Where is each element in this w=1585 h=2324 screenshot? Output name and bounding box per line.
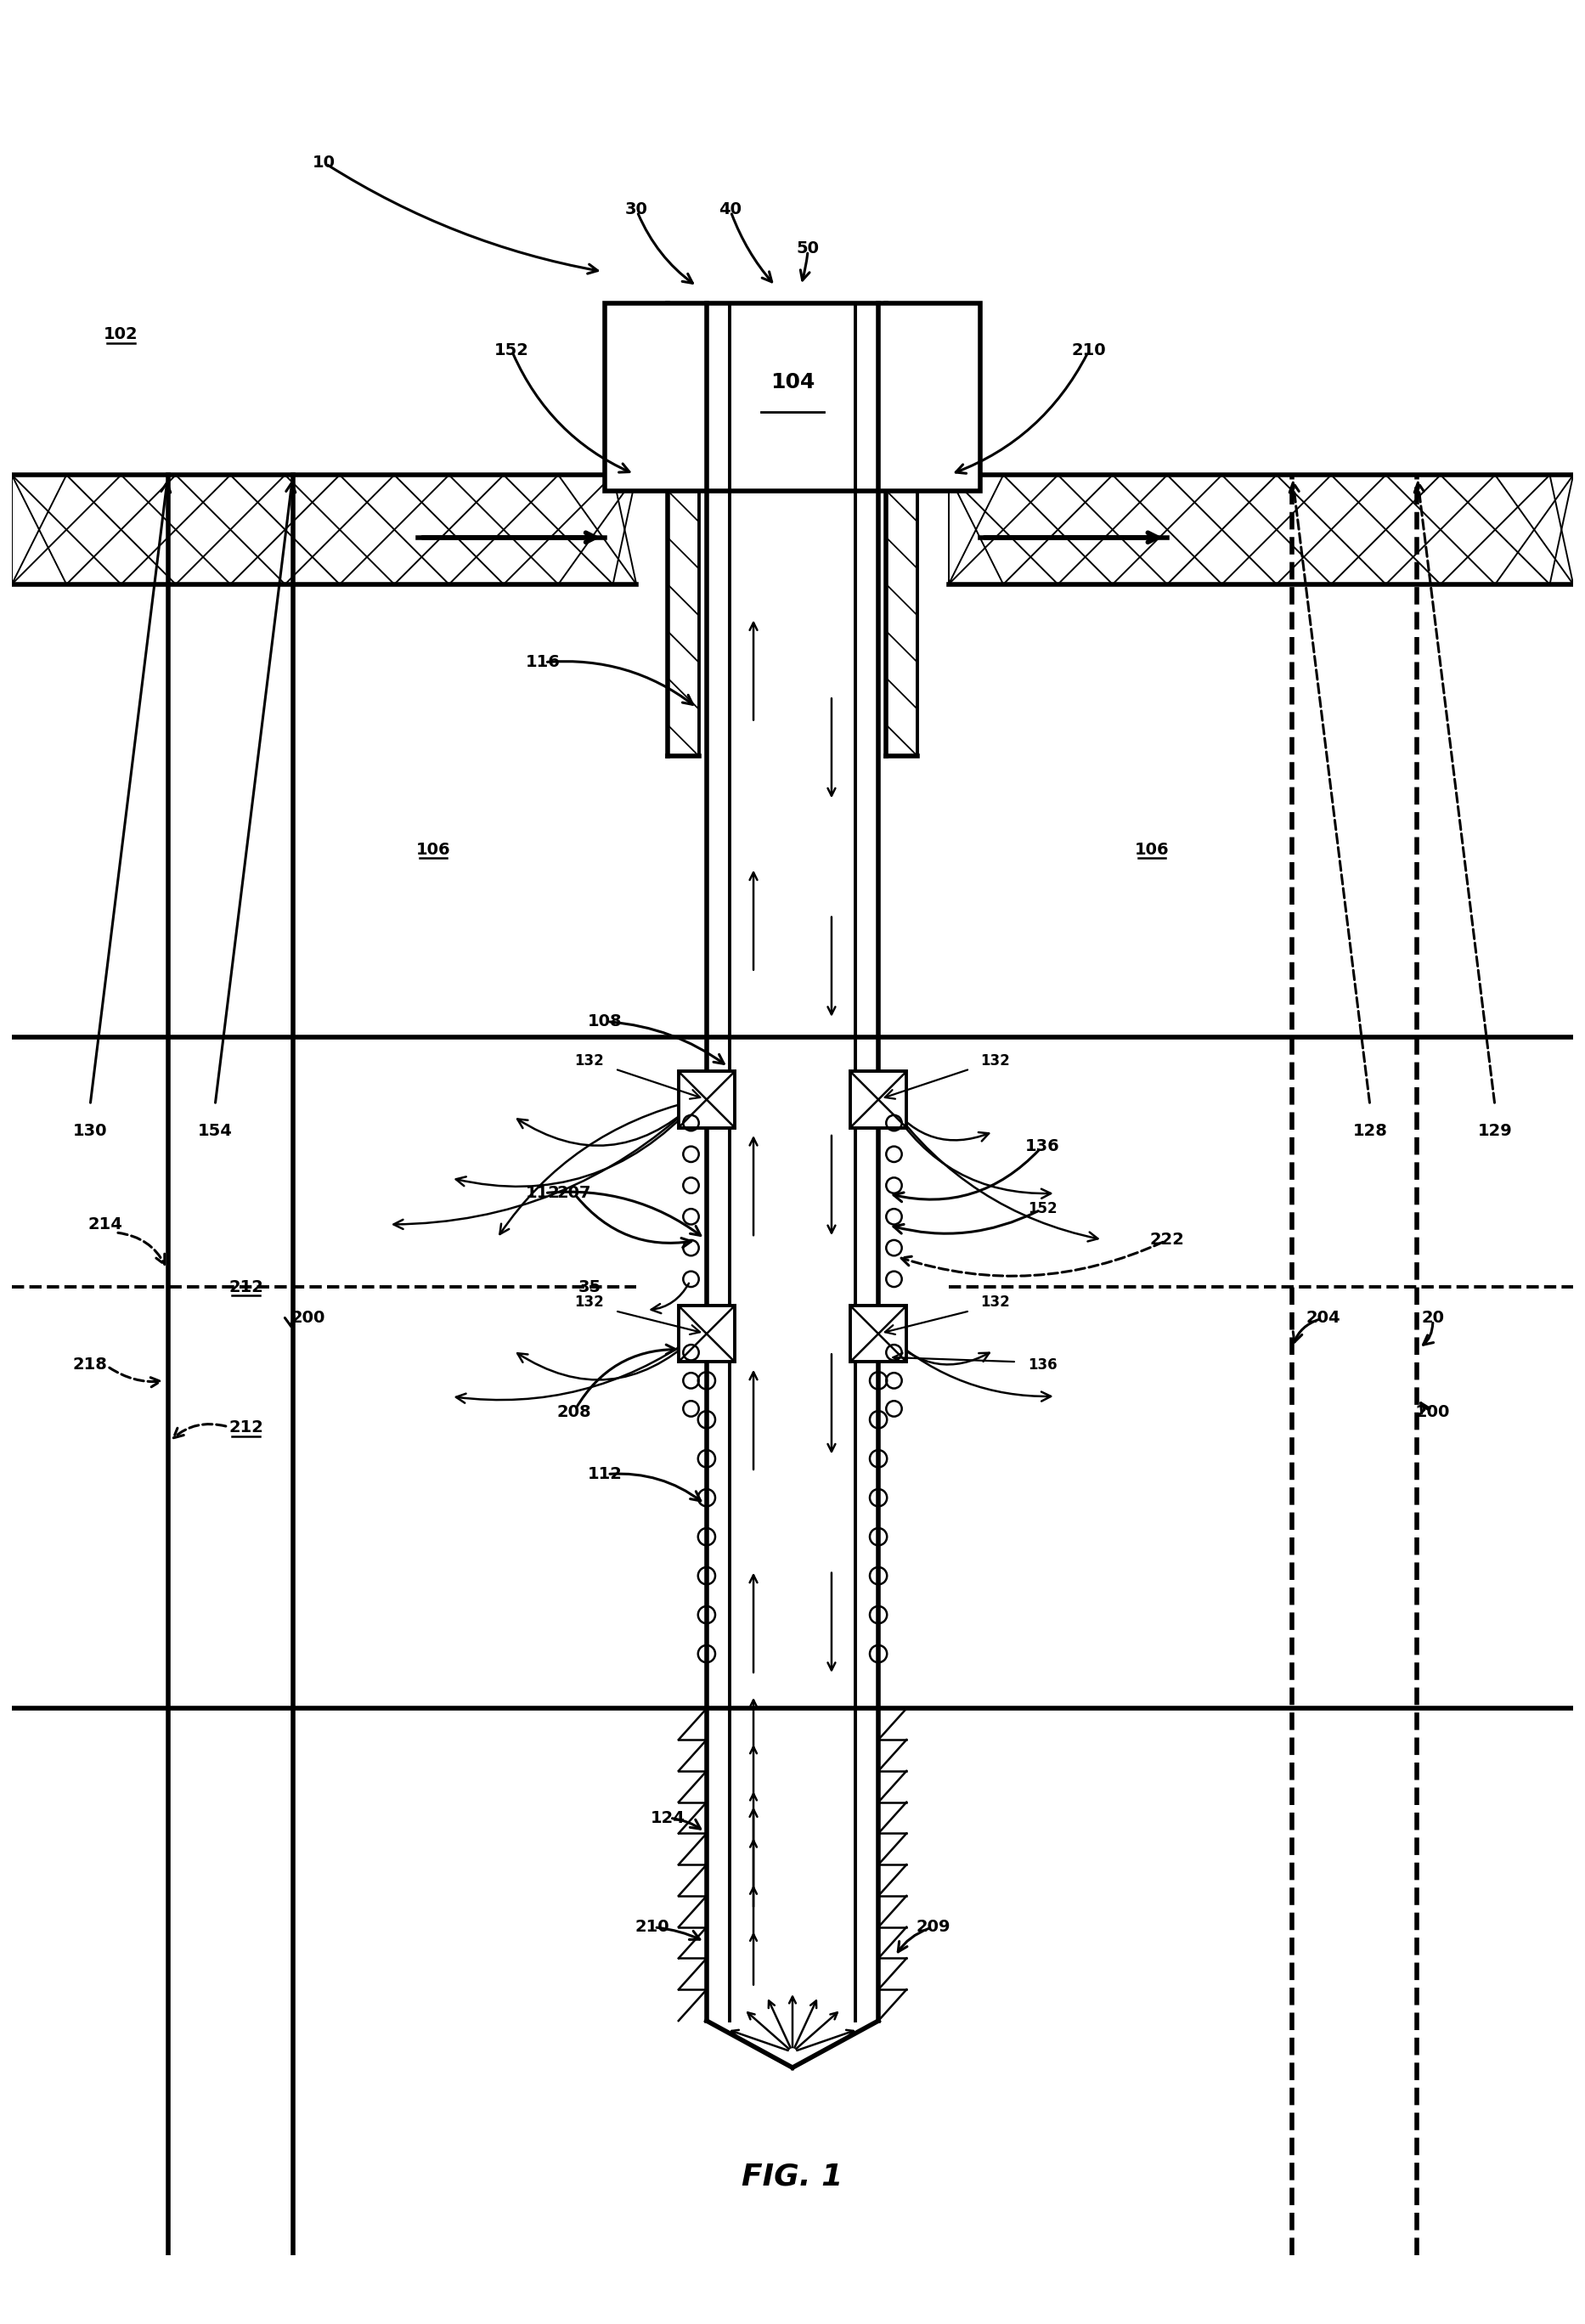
Text: 152: 152 [1027,1202,1057,1215]
Text: 102: 102 [105,325,138,342]
Text: 214: 214 [89,1215,124,1232]
Text: 200: 200 [292,1311,325,1327]
Bar [850,1306,907,1362]
Text: 108: 108 [588,1013,623,1030]
Text: 136: 136 [1025,1139,1060,1155]
Text: 212: 212 [228,1420,263,1436]
Text: 30: 30 [624,202,648,218]
Text: 50: 50 [797,239,819,256]
Bar [886,302,918,755]
Text: 106: 106 [1135,841,1168,858]
Text: 136: 136 [1027,1357,1057,1373]
Text: 124: 124 [650,1810,685,1827]
Text: FIG. 1: FIG. 1 [742,2161,843,2192]
Text: 132: 132 [981,1053,1010,1069]
Text: 116: 116 [525,655,560,669]
Text: 218: 218 [73,1357,108,1373]
Text: 130: 130 [73,1122,108,1139]
Text: 204: 204 [1306,1311,1341,1327]
Text: 40: 40 [718,202,742,218]
Text: 106: 106 [417,841,450,858]
Bar [11,474,636,583]
Bar [678,1306,735,1362]
Bar [850,1071,907,1127]
Text: 132: 132 [981,1294,1010,1311]
Bar [605,302,980,490]
Text: 222: 222 [1149,1232,1184,1248]
Text: 129: 129 [1477,1122,1512,1139]
Text: 209: 209 [916,1920,951,1936]
Text: 210: 210 [1071,342,1106,358]
Bar [667,302,699,755]
Text: 128: 128 [1354,1122,1387,1139]
Text: 104: 104 [770,372,815,393]
Bar [949,474,1574,583]
Text: 112: 112 [525,1185,560,1202]
Text: 210: 210 [634,1920,669,1936]
Text: 20: 20 [1422,1311,1444,1327]
Text: 132: 132 [575,1053,604,1069]
Text: 152: 152 [495,342,529,358]
Text: 132: 132 [575,1294,604,1311]
Bar [678,1071,735,1127]
Text: 207: 207 [556,1185,591,1202]
Text: 35: 35 [579,1278,601,1294]
Text: 200: 200 [1415,1404,1450,1420]
Text: 208: 208 [556,1404,591,1420]
Text: 10: 10 [312,156,336,170]
Text: 112: 112 [588,1466,623,1483]
Text: 154: 154 [198,1122,231,1139]
Text: 212: 212 [228,1278,263,1294]
